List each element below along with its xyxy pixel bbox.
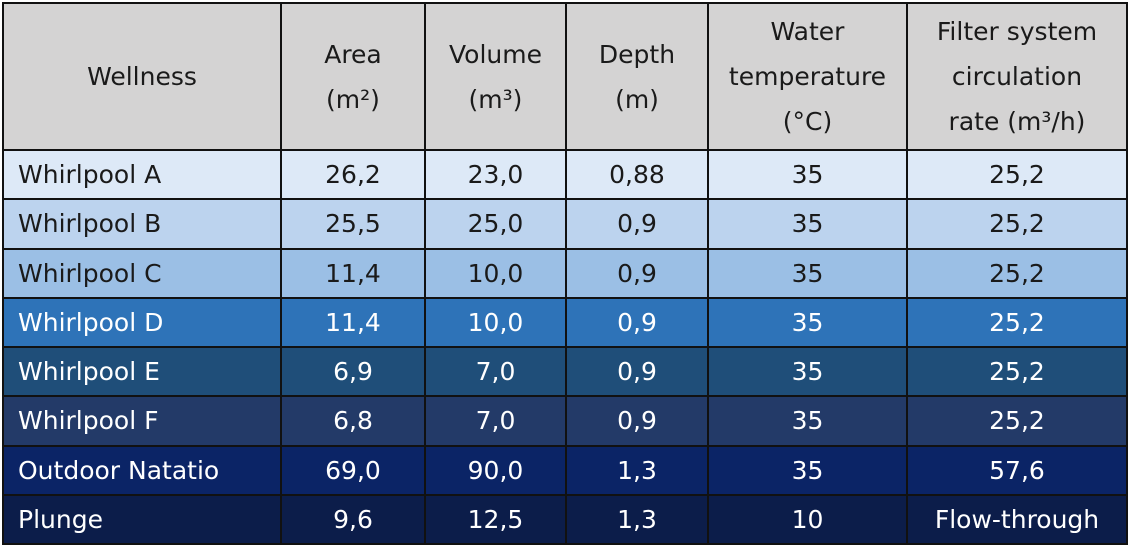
cell-volume: 25,0 [424,198,567,250]
cell-volume: 90,0 [424,444,567,496]
header-area: Area (m²) [280,2,426,151]
cell-name: Whirlpool B [2,198,282,250]
cell-volume: 10,0 [424,296,567,349]
cell-temperature: 35 [707,198,908,250]
cell-name: Whirlpool F [2,395,282,447]
cell-rate: Flow-through [906,493,1128,546]
cell-rate: 25,2 [906,198,1128,250]
cell-name: Whirlpool D [2,296,282,349]
table-row: Whirlpool E 6,9 7,0 0,9 35 25,2 [2,345,1128,398]
cell-rate: 25,2 [906,345,1128,398]
cell-temperature: 35 [707,345,908,398]
cell-volume: 7,0 [424,395,567,447]
header-wellness: Wellness [2,2,282,151]
cell-temperature: 35 [707,148,908,201]
header-depth: Depth (m) [565,2,709,151]
cell-depth: 0,9 [565,345,709,398]
cell-rate: 25,2 [906,148,1128,201]
header-water-temperature: Water temperature (°C) [707,2,908,151]
cell-depth: 0,9 [565,395,709,447]
cell-volume: 12,5 [424,493,567,546]
cell-depth: 1,3 [565,493,709,546]
cell-name: Whirlpool A [2,148,282,201]
cell-temperature: 35 [707,444,908,496]
table-row: Whirlpool F 6,8 7,0 0,9 35 25,2 [2,395,1128,447]
cell-volume: 10,0 [424,247,567,299]
cell-area: 11,4 [280,247,426,299]
header-row: Wellness Area (m²) Volume (m³) Depth (m)… [2,2,1128,151]
table-row: Whirlpool A 26,2 23,0 0,88 35 25,2 [2,148,1128,201]
cell-rate: 25,2 [906,395,1128,447]
header-filter-rate: Filter system circulation rate (m³/h) [906,2,1128,151]
table-row: Whirlpool D 11,4 10,0 0,9 35 25,2 [2,296,1128,349]
cell-name: Outdoor Natatio [2,444,282,496]
header-volume: Volume (m³) [424,2,567,151]
cell-rate: 25,2 [906,296,1128,349]
cell-temperature: 35 [707,395,908,447]
cell-depth: 0,9 [565,247,709,299]
table-row: Outdoor Natatio 69,0 90,0 1,3 35 57,6 [2,444,1128,496]
cell-area: 9,6 [280,493,426,546]
cell-depth: 0,88 [565,148,709,201]
cell-temperature: 35 [707,296,908,349]
cell-rate: 25,2 [906,247,1128,299]
cell-temperature: 35 [707,247,908,299]
cell-temperature: 10 [707,493,908,546]
cell-name: Plunge [2,493,282,546]
cell-area: 11,4 [280,296,426,349]
cell-rate: 57,6 [906,444,1128,496]
cell-depth: 1,3 [565,444,709,496]
cell-area: 25,5 [280,198,426,250]
cell-volume: 23,0 [424,148,567,201]
cell-area: 6,8 [280,395,426,447]
table-row: Plunge 9,6 12,5 1,3 10 Flow-through [2,493,1128,546]
cell-volume: 7,0 [424,345,567,398]
cell-name: Whirlpool E [2,345,282,398]
cell-area: 6,9 [280,345,426,398]
cell-depth: 0,9 [565,296,709,349]
cell-area: 26,2 [280,148,426,201]
cell-depth: 0,9 [565,198,709,250]
cell-area: 69,0 [280,444,426,496]
cell-name: Whirlpool C [2,247,282,299]
table-row: Whirlpool C 11,4 10,0 0,9 35 25,2 [2,247,1128,299]
table-row: Whirlpool B 25,5 25,0 0,9 35 25,2 [2,198,1128,250]
